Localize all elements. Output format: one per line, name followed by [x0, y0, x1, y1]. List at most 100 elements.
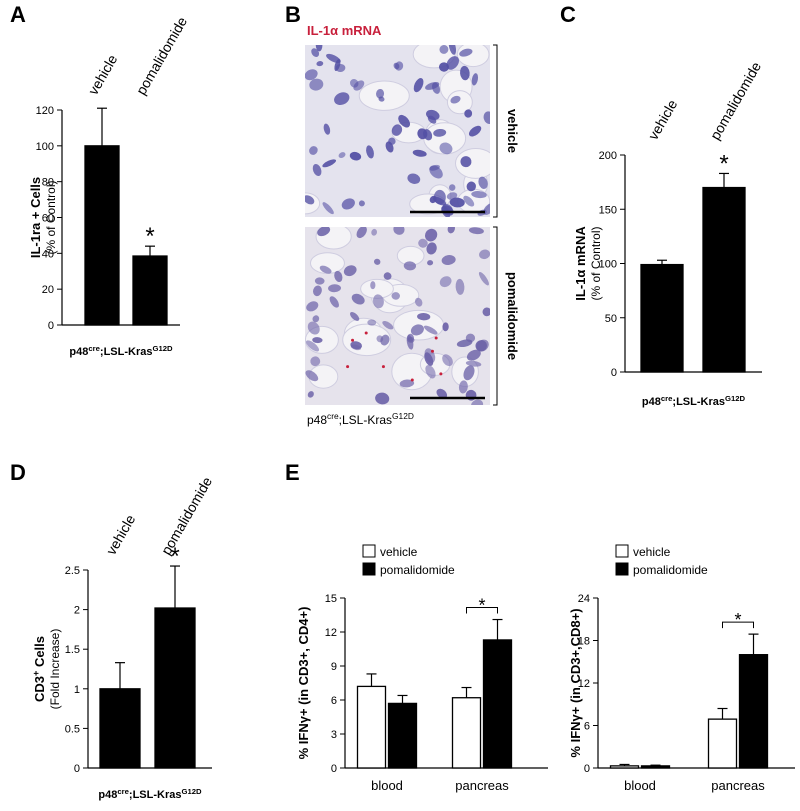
bar	[132, 255, 168, 326]
y-tick-label: 2	[74, 605, 80, 617]
panel-letter: C	[560, 2, 576, 27]
nucleus	[426, 242, 437, 255]
nucleus	[398, 114, 411, 128]
nucleus	[305, 370, 319, 382]
panel-letter: D	[10, 460, 26, 485]
nucleus	[328, 284, 342, 293]
bracket	[493, 44, 498, 218]
bar	[451, 697, 482, 769]
error-bar	[97, 107, 107, 146]
nucleus	[425, 81, 440, 90]
text-run: G12D	[152, 344, 173, 353]
nucleus	[351, 293, 365, 305]
nucleus	[436, 388, 448, 399]
nucleus	[316, 61, 324, 67]
bar	[609, 765, 640, 769]
nucleus	[463, 195, 475, 207]
nucleus	[410, 324, 424, 336]
nucleus	[334, 270, 343, 283]
y-axis-label: IL-1α mRNA	[573, 226, 588, 301]
nucleus	[353, 80, 365, 91]
nucleus	[449, 197, 465, 208]
legend-label: pomalidomide	[380, 563, 455, 577]
y-axis-sublabel: (Fold Increase)	[48, 629, 62, 710]
nucleus	[349, 151, 362, 161]
y-tick-label: 20	[42, 284, 54, 296]
image-label: pomalidomide	[505, 272, 520, 360]
nucleus	[407, 336, 415, 343]
bar	[640, 263, 684, 373]
y-tick-label: 0	[611, 367, 617, 379]
mrna-dot	[430, 349, 434, 353]
text-run: G12D	[392, 411, 414, 421]
nucleus	[423, 325, 438, 335]
histology-image	[305, 45, 490, 217]
nucleus	[483, 111, 490, 124]
nucleus	[427, 260, 434, 266]
nucleus	[466, 349, 481, 361]
mrna-dot	[439, 372, 443, 376]
nucleus	[371, 228, 378, 236]
nucleus	[439, 142, 453, 155]
text-run: G12D	[181, 787, 202, 796]
significance: *	[478, 596, 485, 616]
cell-lumen	[454, 147, 490, 179]
nucleus	[471, 73, 479, 86]
y-tick-label: 0	[48, 320, 54, 332]
x-tick-label: blood	[624, 778, 656, 793]
text-run: ;LSL-Kras	[100, 346, 153, 358]
nucleus	[466, 181, 477, 192]
y-axis-label: % IFNγ+ (in CD3+,CD8+)	[568, 608, 583, 757]
nucleus	[478, 271, 489, 286]
y-axis-sublabel: (% of Control)	[589, 226, 603, 300]
nucleus	[455, 278, 465, 295]
bar	[738, 654, 769, 769]
nucleus	[465, 333, 476, 343]
nucleus	[403, 261, 417, 271]
nucleus	[448, 45, 457, 55]
x-tick-label: pomalidomide	[158, 474, 216, 558]
genotype: p48cre;LSL-KrasG12D	[642, 394, 746, 409]
y-tick-label: 50	[605, 313, 617, 325]
nucleus	[417, 312, 431, 321]
nucleus	[425, 228, 438, 242]
genotype: p48cre;LSL-KrasG12D	[307, 411, 414, 427]
nucleus	[315, 45, 323, 52]
nucleus	[441, 255, 456, 265]
nucleus	[338, 152, 346, 159]
nucleus	[458, 380, 468, 394]
error-bar	[748, 633, 759, 655]
y-axis-label: CD3+ Cells	[31, 636, 47, 702]
legend-swatch	[362, 544, 376, 558]
mrna-dot	[434, 336, 438, 340]
nucleus	[382, 320, 394, 330]
nucleus	[356, 227, 367, 239]
x-tick-label: pomalidomide	[707, 59, 765, 143]
nucleus	[479, 249, 490, 260]
bar	[356, 685, 387, 769]
nucleus	[399, 379, 415, 388]
significance: *	[734, 610, 741, 630]
x-tick-label: vehicle	[645, 97, 681, 143]
error-bar	[145, 245, 155, 257]
nucleus	[343, 265, 357, 277]
nucleus	[442, 354, 453, 367]
nucleus	[350, 341, 363, 350]
nucleus	[334, 59, 341, 72]
legend-label: vehicle	[633, 545, 671, 559]
nucleus	[317, 227, 331, 237]
bar	[387, 702, 418, 769]
nucleus	[442, 322, 449, 332]
mrna-dot	[410, 378, 414, 382]
nucleus	[378, 96, 385, 102]
nucleus	[312, 337, 323, 344]
nucleus	[319, 265, 332, 274]
nucleus	[393, 227, 405, 235]
text-run: Cells	[32, 636, 47, 671]
nucleus	[305, 195, 315, 205]
text-run: +	[31, 671, 41, 676]
nucleus	[450, 95, 461, 104]
y-tick-label: 0	[584, 763, 590, 775]
y-tick-label: 100	[36, 141, 54, 153]
significance: *	[719, 150, 728, 177]
